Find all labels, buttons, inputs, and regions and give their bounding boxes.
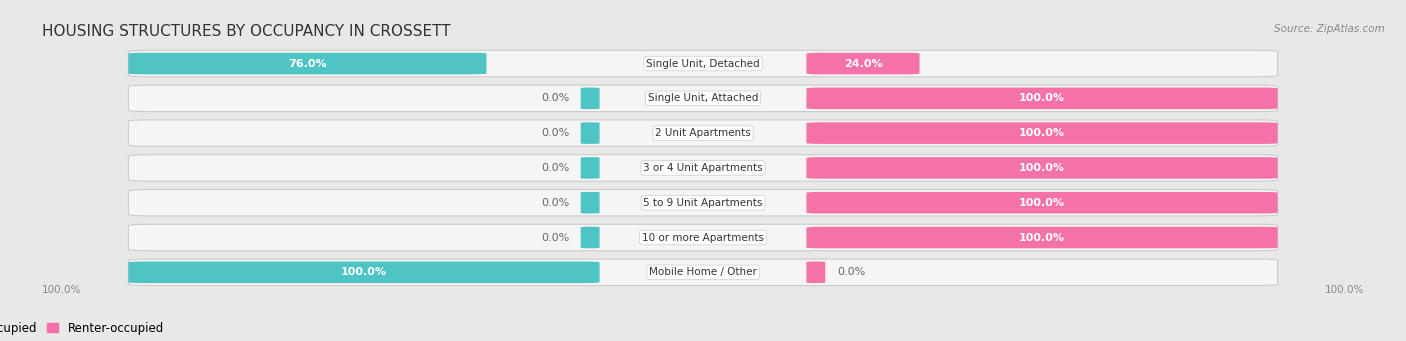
FancyBboxPatch shape [128,190,1278,216]
FancyBboxPatch shape [807,192,1278,213]
FancyBboxPatch shape [807,53,920,74]
Text: Single Unit, Detached: Single Unit, Detached [647,59,759,69]
FancyBboxPatch shape [581,192,599,213]
Text: 10 or more Apartments: 10 or more Apartments [643,233,763,242]
Text: 0.0%: 0.0% [541,198,569,208]
Text: 0.0%: 0.0% [837,267,865,277]
FancyBboxPatch shape [807,227,1278,248]
Text: 76.0%: 76.0% [288,59,326,69]
Text: 3 or 4 Unit Apartments: 3 or 4 Unit Apartments [643,163,763,173]
FancyBboxPatch shape [128,120,1278,146]
Text: 100.0%: 100.0% [1019,163,1064,173]
Text: 0.0%: 0.0% [541,128,569,138]
Text: Mobile Home / Other: Mobile Home / Other [650,267,756,277]
Text: 100.0%: 100.0% [1019,93,1064,103]
FancyBboxPatch shape [581,227,599,248]
Text: 100.0%: 100.0% [1019,233,1064,242]
Text: 5 to 9 Unit Apartments: 5 to 9 Unit Apartments [644,198,762,208]
Text: 100.0%: 100.0% [42,285,82,295]
FancyBboxPatch shape [807,262,825,283]
Text: 0.0%: 0.0% [541,163,569,173]
Text: HOUSING STRUCTURES BY OCCUPANCY IN CROSSETT: HOUSING STRUCTURES BY OCCUPANCY IN CROSS… [42,24,451,39]
FancyBboxPatch shape [807,157,1278,179]
FancyBboxPatch shape [807,88,1278,109]
FancyBboxPatch shape [128,50,1278,77]
Text: 0.0%: 0.0% [541,93,569,103]
FancyBboxPatch shape [581,88,599,109]
Text: 0.0%: 0.0% [541,233,569,242]
FancyBboxPatch shape [581,122,599,144]
Text: 2 Unit Apartments: 2 Unit Apartments [655,128,751,138]
FancyBboxPatch shape [128,155,1278,181]
Text: Single Unit, Attached: Single Unit, Attached [648,93,758,103]
Text: Source: ZipAtlas.com: Source: ZipAtlas.com [1274,24,1385,34]
FancyBboxPatch shape [128,262,599,283]
Text: 100.0%: 100.0% [342,267,387,277]
FancyBboxPatch shape [807,122,1278,144]
FancyBboxPatch shape [581,157,599,179]
Text: 100.0%: 100.0% [1019,128,1064,138]
Text: 100.0%: 100.0% [1324,285,1364,295]
Legend: Owner-occupied, Renter-occupied: Owner-occupied, Renter-occupied [0,317,169,339]
FancyBboxPatch shape [128,224,1278,251]
Text: 100.0%: 100.0% [1019,198,1064,208]
FancyBboxPatch shape [128,259,1278,285]
FancyBboxPatch shape [128,85,1278,112]
FancyBboxPatch shape [128,53,486,74]
Text: 24.0%: 24.0% [844,59,883,69]
